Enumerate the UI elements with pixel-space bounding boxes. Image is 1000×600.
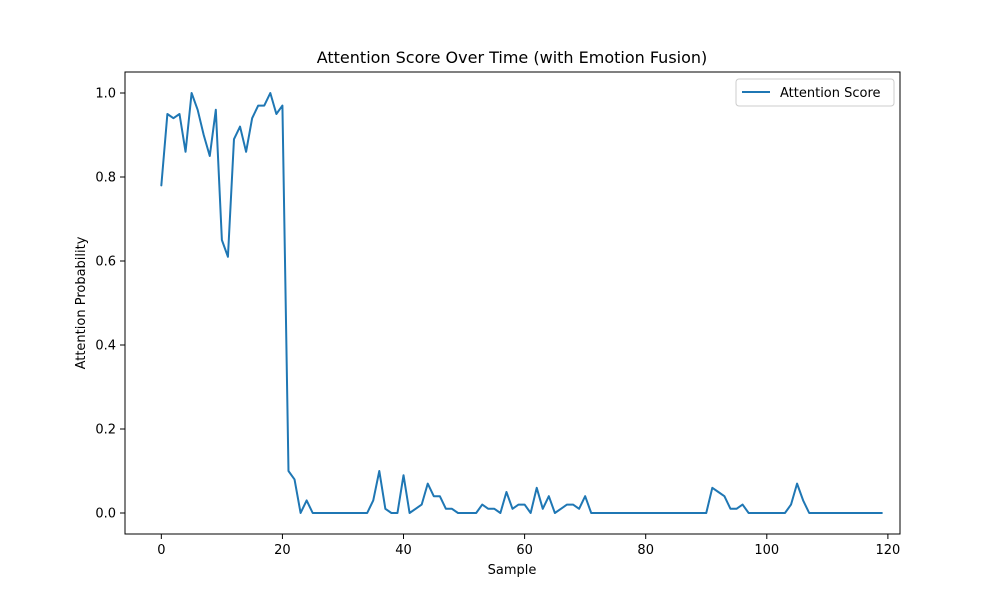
y-tick-label: 0.6: [95, 255, 116, 270]
y-tick-label: 0.8: [95, 171, 116, 186]
series-line-attention-score: [160, 92, 883, 514]
legend-label-attention-score: Attention Score: [780, 86, 881, 101]
y-axis-label: Attention Probability: [74, 236, 89, 369]
plot-area-frame: [124, 71, 901, 535]
y-axis-ticks: 0.0 0.2 0.4 0.6 0.8 1.0: [95, 87, 125, 522]
legend-box: [735, 78, 895, 107]
chart-title: Attention Score Over Time (with Emotion …: [317, 48, 708, 67]
x-axis-ticks: 0 20 40 60 80 100 120: [157, 534, 900, 558]
x-tick-label: 0: [157, 543, 165, 558]
y-tick-label: 0.4: [95, 339, 116, 354]
y-tick-label: 1.0: [95, 87, 116, 102]
x-tick-label: 60: [516, 543, 533, 558]
x-tick-label: 20: [274, 543, 291, 558]
x-tick-label: 100: [754, 543, 779, 558]
y-tick-label: 0.2: [95, 423, 116, 438]
legend: Attention Score: [735, 78, 895, 107]
x-tick-label: 40: [395, 543, 412, 558]
x-axis-label: Sample: [488, 563, 537, 578]
x-tick-label: 80: [637, 543, 654, 558]
x-tick-label: 120: [875, 543, 900, 558]
y-tick-label: 0.0: [95, 507, 116, 522]
